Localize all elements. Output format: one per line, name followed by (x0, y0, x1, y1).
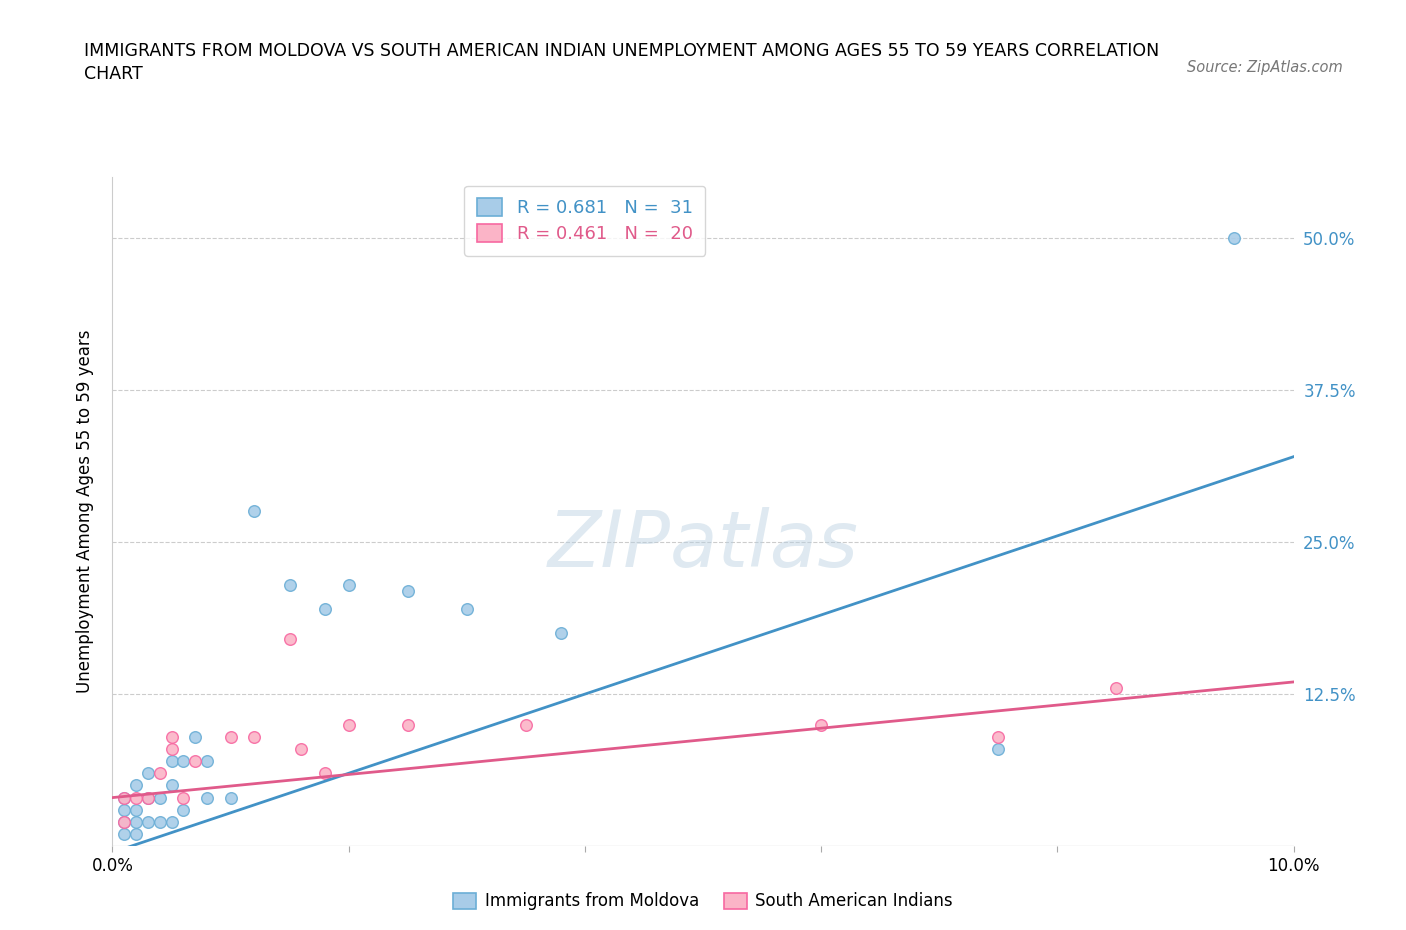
Point (136, 790, 159, 805)
Point (456, 602, 478, 617)
Point (136, 815, 159, 830)
Point (219, 729, 242, 744)
Point (184, 729, 207, 744)
Point (125, 827, 148, 842)
Point (149, 765, 172, 780)
Point (1105, 681, 1128, 696)
Point (550, 626, 572, 641)
Legend: Immigrants from Moldova, South American Indians: Immigrants from Moldova, South American … (446, 885, 960, 917)
Point (396, 717, 419, 732)
Text: Source: ZipAtlas.com: Source: ZipAtlas.com (1187, 60, 1343, 75)
Point (112, 803, 135, 817)
Point (125, 790, 148, 805)
Point (290, 741, 312, 756)
Point (149, 815, 172, 830)
Point (219, 790, 242, 805)
Point (314, 602, 336, 617)
Point (149, 790, 172, 805)
Point (515, 717, 537, 732)
Point (337, 578, 360, 592)
Point (278, 578, 301, 592)
Text: ZIPatlas: ZIPatlas (547, 507, 859, 583)
Point (172, 803, 194, 817)
Point (337, 717, 360, 732)
Point (396, 583, 419, 598)
Point (195, 753, 218, 768)
Point (112, 815, 135, 830)
Point (136, 765, 159, 780)
Point (243, 729, 266, 744)
Text: IMMIGRANTS FROM MOLDOVA VS SOUTH AMERICAN INDIAN UNEMPLOYMENT AMONG AGES 55 TO 5: IMMIGRANTS FROM MOLDOVA VS SOUTH AMERICA… (84, 42, 1160, 84)
Point (1223, 230, 1246, 245)
Y-axis label: Unemployment Among Ages 55 to 59 years: Unemployment Among Ages 55 to 59 years (76, 330, 94, 693)
Point (810, 717, 832, 732)
Point (160, 753, 183, 768)
Point (112, 790, 135, 805)
Point (172, 753, 194, 768)
Point (987, 741, 1010, 756)
Point (125, 778, 148, 793)
Point (987, 729, 1010, 744)
Point (160, 778, 183, 793)
Point (172, 790, 194, 805)
Point (160, 815, 183, 830)
Point (125, 803, 148, 817)
Point (160, 741, 183, 756)
Point (112, 827, 135, 842)
Point (243, 504, 266, 519)
Legend: R = 0.681   N =  31, R = 0.461   N =  20: R = 0.681 N = 31, R = 0.461 N = 20 (464, 186, 706, 256)
Point (184, 753, 207, 768)
Point (136, 790, 159, 805)
Point (125, 815, 148, 830)
Point (314, 765, 336, 780)
Point (112, 815, 135, 830)
Point (160, 729, 183, 744)
Point (112, 790, 135, 805)
Point (278, 631, 301, 646)
Point (195, 790, 218, 805)
